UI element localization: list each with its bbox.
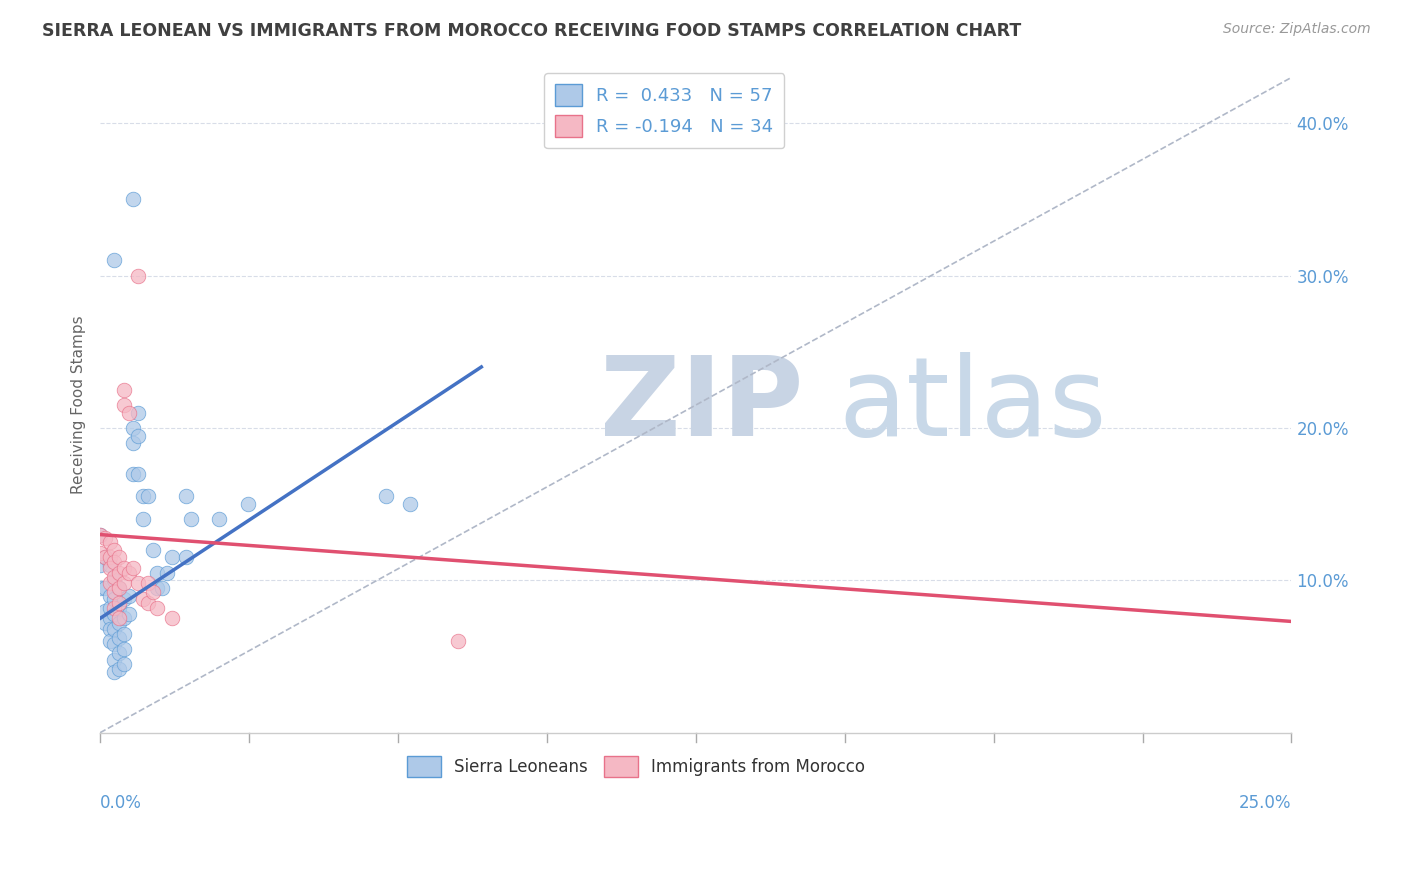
Point [98,611,121,625]
Text: ZIP: ZIP [600,351,804,458]
Point [108,647,131,661]
Point [127,406,149,420]
Point [141,542,163,557]
Point [108,600,131,615]
Point [118,406,141,420]
Point [150,581,173,595]
Point [112,561,135,575]
Point [103,622,125,636]
Point [98,634,121,648]
Point [103,570,125,584]
Text: Source: ZipAtlas.com: Source: ZipAtlas.com [1223,22,1371,37]
Point [132,490,155,504]
Point [136,576,159,591]
Point [89,527,111,541]
Text: atlas: atlas [839,351,1108,458]
Point [375,490,398,504]
Point [112,591,135,606]
Point [118,566,141,580]
Point [89,558,111,572]
Point [98,576,121,591]
Point [103,542,125,557]
Point [103,637,125,651]
Point [103,585,125,599]
Point [94,615,117,630]
Point [89,546,111,560]
Text: SIERRA LEONEAN VS IMMIGRANTS FROM MOROCCO RECEIVING FOOD STAMPS CORRELATION CHAR: SIERRA LEONEAN VS IMMIGRANTS FROM MOROCC… [42,22,1021,40]
Point [108,596,131,610]
Point [146,581,169,595]
Text: 0.0%: 0.0% [100,794,142,812]
Point [98,589,121,603]
Point [146,566,169,580]
Point [160,550,183,565]
Point [98,558,121,572]
Point [174,550,197,565]
Point [98,561,121,575]
Point [108,581,131,595]
Point [103,591,125,606]
Point [146,600,169,615]
Point [127,428,149,442]
Point [112,657,135,672]
Point [112,576,135,591]
Point [132,591,155,606]
Point [98,600,121,615]
Point [94,531,117,545]
Point [98,622,121,636]
Point [122,561,145,575]
Point [446,634,468,648]
Point [122,192,145,206]
Point [103,607,125,621]
Point [136,596,159,610]
Point [141,585,163,599]
Point [108,566,131,580]
Point [94,550,117,565]
Point [156,566,179,580]
Y-axis label: Receiving Food Stamps: Receiving Food Stamps [72,316,86,494]
Legend: Sierra Leoneans, Immigrants from Morocco: Sierra Leoneans, Immigrants from Morocco [401,749,872,783]
Point [94,550,117,565]
Point [103,574,125,588]
Point [180,512,202,526]
Point [108,581,131,595]
Point [108,550,131,565]
Point [174,490,197,504]
Point [127,576,149,591]
Text: 25.0%: 25.0% [1239,794,1292,812]
Point [132,512,155,526]
Point [108,611,131,625]
Point [112,626,135,640]
Point [160,611,183,625]
Point [112,641,135,656]
Point [108,615,131,630]
Point [108,631,131,645]
Point [103,652,125,666]
Point [103,555,125,569]
Point [118,589,141,603]
Point [89,581,111,595]
Point [98,535,121,549]
Point [103,253,125,268]
Point [98,550,121,565]
Point [122,421,145,435]
Point [208,512,231,526]
Point [103,600,125,615]
Point [112,398,135,412]
Point [127,467,149,481]
Point [122,436,145,450]
Point [108,662,131,676]
Point [136,490,159,504]
Point [399,497,422,511]
Point [94,604,117,618]
Point [94,581,117,595]
Point [236,497,259,511]
Point [118,607,141,621]
Point [122,467,145,481]
Point [103,665,125,679]
Point [112,611,135,625]
Point [127,268,149,283]
Point [89,527,111,541]
Point [112,383,135,397]
